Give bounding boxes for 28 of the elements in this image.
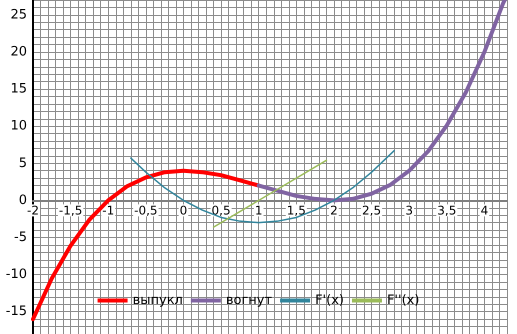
x-tick-label: 3,5: [437, 203, 456, 218]
x-tick-label: 3: [405, 203, 414, 218]
x-tick-label: 2: [330, 203, 338, 218]
x-tick-label: 0: [180, 203, 188, 218]
y-tick-label: -5: [14, 230, 27, 246]
line-series: [130, 150, 395, 224]
x-tick-label: 1,5: [286, 203, 306, 218]
legend-label: вогнут: [226, 293, 272, 308]
x-tick-label: 0,5: [212, 203, 231, 218]
x-tick-label: -2: [27, 203, 39, 218]
y-tick-label: 0: [18, 192, 27, 208]
y-tick-label: 5: [18, 156, 27, 171]
legend-label: F''(x): [386, 293, 420, 308]
x-tick-label: 1: [254, 203, 263, 218]
legend-label: выпукл: [132, 293, 183, 308]
legend-label: F'(x): [315, 293, 344, 308]
line-series: [256, 0, 507, 202]
x-tick-label: -0,5: [134, 203, 158, 218]
y-tick-label: 25: [10, 7, 27, 22]
y-tick-label: 15: [10, 82, 27, 97]
x-tick-label: 2,5: [362, 203, 382, 218]
y-tick-label: -10: [6, 267, 27, 282]
y-tick-label: 20: [10, 44, 27, 60]
y-tick-label: -15: [6, 304, 27, 320]
x-tick-label: -1,5: [58, 203, 82, 218]
x-tick-label: -1: [102, 203, 114, 218]
y-tick-label: 10: [10, 118, 27, 134]
x-tick-label: 4: [480, 203, 488, 218]
